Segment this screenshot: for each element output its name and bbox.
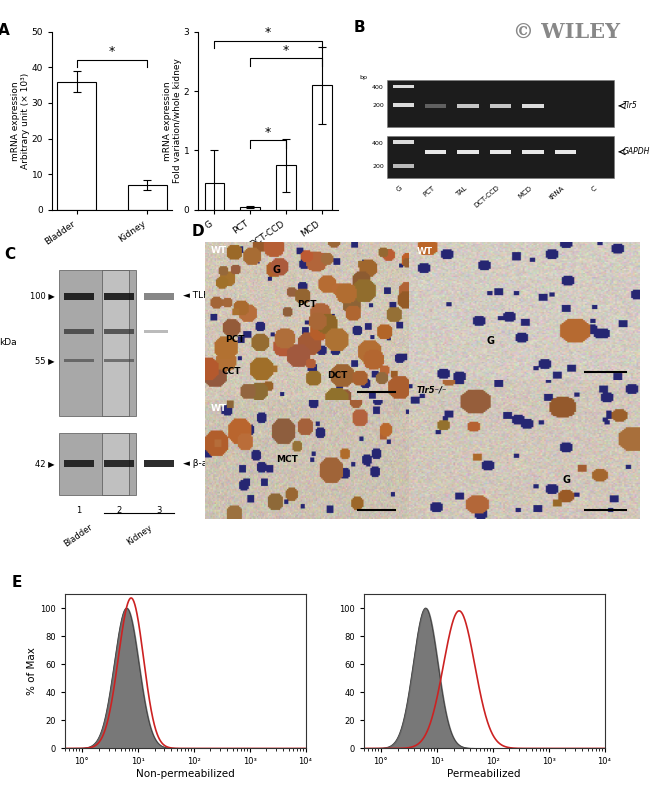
Bar [104,329,134,333]
Bar [64,460,94,467]
Text: © WILEY: © WILEY [513,22,620,42]
Bar [58,432,136,494]
Bar [58,269,136,416]
Text: ◄ β-actin: ◄ β-actin [183,459,224,468]
Text: 400: 400 [372,85,384,89]
Text: Bladder: Bladder [62,523,95,549]
X-axis label: Permeabilized: Permeabilized [447,769,521,779]
Bar [205,183,224,210]
Text: Kidney: Kidney [125,523,153,546]
Text: GAPDH: GAPDH [623,147,650,156]
Text: A: A [0,23,10,38]
Bar [523,104,543,109]
Text: MCT: MCT [276,455,298,463]
Text: G: G [395,185,403,192]
Text: *: * [265,26,271,40]
Text: Tlr5⁻/⁻: Tlr5⁻/⁻ [417,386,447,394]
Bar [64,329,94,333]
Bar [425,150,446,154]
Text: B: B [354,20,365,35]
Bar [102,432,129,494]
Bar [523,150,543,154]
Text: D: D [192,224,204,239]
Text: 100 ▶: 100 ▶ [30,291,55,300]
Bar [104,293,134,299]
Text: MCD: MCD [517,185,533,200]
Text: C: C [590,185,598,192]
Text: WT: WT [211,246,227,255]
Bar [490,104,511,109]
Bar [102,269,129,416]
Bar [64,359,94,362]
Text: PCT: PCT [225,335,244,344]
Text: 3: 3 [157,506,162,515]
Bar [393,140,413,144]
Bar [387,80,614,127]
Bar [276,166,296,210]
Text: WT: WT [417,247,432,256]
Text: PCT: PCT [422,185,436,198]
Bar [312,86,332,210]
Text: TAL: TAL [455,185,468,197]
Bar [128,185,167,210]
Text: DCT-CCD: DCT-CCD [473,185,500,209]
Bar [144,329,168,333]
Text: 400: 400 [372,141,384,146]
Bar [393,85,413,89]
Bar [425,104,446,109]
Y-axis label: % of Max: % of Max [27,647,38,695]
Text: ◄ TLR5: ◄ TLR5 [183,291,215,300]
Bar [490,150,511,154]
Y-axis label: mRNA expression
Arbitrary unit (× 10³): mRNA expression Arbitrary unit (× 10³) [10,73,30,169]
Bar [555,150,576,154]
Text: *: * [265,126,271,139]
Bar [64,293,94,299]
Text: 200: 200 [372,104,384,109]
Bar [387,135,614,178]
Text: bp: bp [359,75,367,80]
Bar [393,104,413,107]
Text: *: * [283,44,289,57]
Text: 200: 200 [372,164,384,169]
Bar [240,207,260,210]
Text: DCT: DCT [328,371,348,380]
Bar [458,150,478,154]
Text: tRNA: tRNA [548,185,566,200]
Text: *: * [109,45,115,59]
Text: kDa: kDa [0,338,17,347]
Y-axis label: mRNA expression
Fold variation/whole kidney: mRNA expression Fold variation/whole kid… [162,59,182,183]
Text: 2: 2 [116,506,122,515]
X-axis label: Non-permeabilized: Non-permeabilized [136,769,235,779]
Text: 1: 1 [76,506,81,515]
Text: G: G [272,265,280,276]
Text: PCT: PCT [297,300,317,309]
Text: G: G [562,475,571,485]
Text: E: E [12,576,23,591]
Bar [458,104,478,109]
Text: 42 ▶: 42 ▶ [35,459,55,468]
Bar [144,460,174,467]
Text: CCT: CCT [221,367,240,375]
Bar [104,460,134,467]
Text: C: C [4,247,15,262]
Text: WT: WT [211,405,227,413]
Bar [104,359,134,362]
Bar [57,82,96,210]
Text: G: G [486,337,494,346]
Text: Tlr5: Tlr5 [623,101,638,110]
Bar [144,293,174,299]
Bar [393,164,413,168]
Text: 55 ▶: 55 ▶ [35,356,55,365]
